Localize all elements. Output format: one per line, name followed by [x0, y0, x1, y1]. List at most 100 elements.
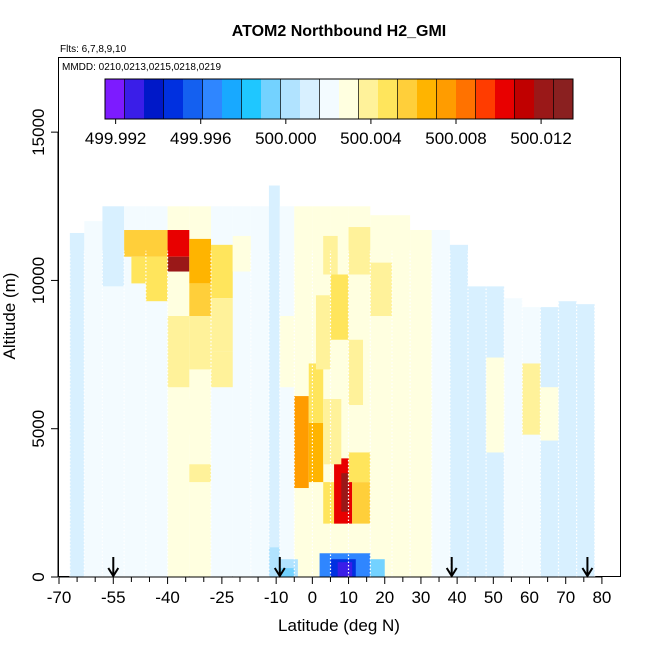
- colorbar-swatch: [456, 79, 476, 119]
- heatmap-cell: [370, 559, 385, 577]
- heatmap-cell: [189, 464, 212, 483]
- heatmap-cell: [431, 230, 450, 577]
- heatmap-cell: [167, 256, 190, 272]
- colorbar-swatch: [105, 79, 125, 119]
- heatmap-cell: [167, 316, 190, 388]
- x-tick-label: -55: [101, 588, 126, 607]
- heatmap-cell: [124, 230, 168, 257]
- heatmap-cell: [232, 235, 251, 272]
- colorbar-swatch: [417, 79, 437, 119]
- colorbar-swatch: [183, 79, 203, 119]
- colorbar-swatch: [319, 79, 340, 119]
- colorbar-swatch: [514, 79, 535, 119]
- heatmap-cell: [352, 482, 371, 524]
- heatmap-cell: [167, 230, 190, 257]
- x-tick-label: 40: [448, 588, 467, 607]
- heatmap-cell: [504, 298, 523, 577]
- colorbar-tick-label: 500.004: [340, 129, 401, 148]
- colorbar-labels: 499.992 499.996 500.000 500.004 500.008 500.0…: [85, 119, 572, 148]
- heatmap-cell: [84, 221, 103, 578]
- heatmap-cell: [250, 206, 269, 578]
- x-axis: -70 -55 -40 -25 -10 0 10 20 30 40 50 60 70 80: [47, 576, 611, 607]
- heatmap-cell: [124, 206, 146, 578]
- heatmap-cell: [341, 473, 349, 512]
- heatmap-cell: [576, 304, 595, 577]
- descent-marker-arrow: [107, 557, 120, 578]
- heatmap-cell: [211, 298, 233, 352]
- colorbar-swatch: [261, 79, 281, 119]
- x-tick-label: 70: [556, 588, 575, 607]
- x-tick-label: 80: [592, 588, 611, 607]
- y-tick-label: 0: [29, 572, 48, 581]
- heatmap-cell: [370, 464, 392, 524]
- x-tick-label: 30: [411, 588, 430, 607]
- heatmap-cell: [102, 206, 125, 287]
- heatmap-cell: [315, 295, 331, 370]
- colorbar-swatch: [124, 79, 145, 119]
- heatmap-cell: [522, 363, 541, 435]
- y-tick-label: 15000: [29, 109, 48, 156]
- x-tick-label: -70: [47, 588, 72, 607]
- descent-marker-arrow: [581, 557, 594, 578]
- colorbar-swatch: [280, 79, 301, 119]
- colorbar-swatch: [163, 79, 184, 119]
- heatmap-cell: [211, 244, 233, 299]
- colorbar-swatch: [144, 79, 164, 119]
- heatmap-cell: [167, 206, 190, 578]
- colorbar-swatch: [358, 79, 379, 119]
- heatmap-cell: [268, 547, 280, 577]
- colorbar-tick-label: 500.008: [425, 129, 486, 148]
- colorbar-swatch: [436, 79, 457, 119]
- heatmap-cell: [522, 307, 541, 577]
- heatmap-cell: [348, 227, 371, 275]
- colorbar-swatch: [222, 79, 242, 119]
- descent-marker-arrow: [273, 557, 286, 578]
- x-tick-label: 20: [375, 588, 394, 607]
- heatmap-layer: [69, 185, 595, 578]
- colorbar-tick-label: 499.992: [85, 129, 146, 148]
- heatmap-cell: [540, 307, 559, 577]
- x-tick-label: -10: [264, 588, 289, 607]
- y-axis-label: Altitude (m): [0, 273, 19, 360]
- x-tick-label: 50: [484, 588, 503, 607]
- heatmap-cell: [540, 387, 559, 441]
- colorbar-swatch: [339, 79, 359, 119]
- colorbar-swatch: [553, 79, 574, 119]
- y-tick-label: 5000: [29, 410, 48, 448]
- colorbar-swatch: [378, 79, 398, 119]
- heatmap-cell: [69, 232, 85, 578]
- heatmap-cell: [323, 399, 342, 465]
- x-tick-label: 60: [520, 588, 539, 607]
- colorbar-swatch: [241, 79, 262, 119]
- heatmap-cell: [391, 316, 411, 388]
- heatmap-cell: [337, 562, 353, 577]
- heatmap-cell: [279, 316, 295, 388]
- heatmap-cell: [294, 396, 309, 489]
- heatmap-cell: [330, 274, 349, 340]
- colorbar-tick-label: 500.012: [510, 129, 571, 148]
- heatmap-cell: [167, 399, 212, 435]
- heatmap-cell: [391, 215, 411, 577]
- chart-title: ATOM2 Northbound H2_GMI: [232, 23, 447, 40]
- heatmap-cell: [308, 363, 324, 423]
- x-tick-label: -40: [155, 588, 180, 607]
- heatmap-cell: [232, 206, 251, 578]
- colorbar-swatch: [475, 79, 496, 119]
- colorbar-border: [104, 78, 574, 120]
- x-tick-label: 0: [308, 588, 317, 607]
- heatmap-cell: [211, 351, 233, 388]
- heatmap-cell: [370, 262, 392, 317]
- x-axis-label: Latitude (deg N): [278, 616, 400, 635]
- heatmap-cell: [449, 244, 468, 577]
- colorbar-swatch: [397, 79, 418, 119]
- heatmap-cell: [308, 422, 324, 483]
- heatmap-cell: [189, 316, 212, 370]
- heatmap-cell: [486, 357, 505, 453]
- heatmap-cell: [279, 206, 295, 578]
- descent-marker-arrow: [445, 557, 458, 578]
- y-axis: 0 5000 10000 15000: [29, 109, 59, 582]
- dates-label: MMDD: 0210,0213,0215,0218,0219: [62, 62, 221, 73]
- heatmap-cell: [348, 452, 371, 483]
- heatmap-cell: [145, 256, 168, 302]
